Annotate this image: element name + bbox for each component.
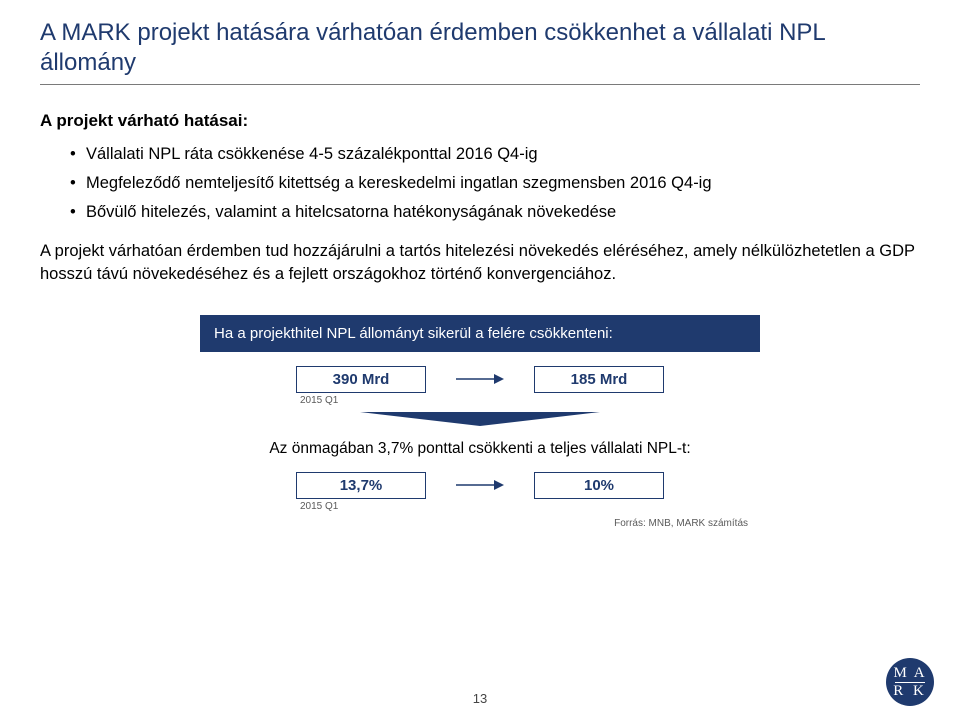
- sub-label-right: [534, 395, 664, 406]
- callout-midline: Az önmagában 3,7% ponttal csökkenti a te…: [200, 440, 760, 458]
- wedge-down-icon: [360, 412, 600, 426]
- title-divider: [40, 84, 920, 85]
- bullet-list: Vállalati NPL ráta csökkenése 4-5 százal…: [70, 143, 920, 224]
- logo-text-top: M A: [893, 667, 926, 680]
- body-paragraph: A projekt várhatóan érdemben tud hozzájá…: [40, 240, 920, 285]
- callout-top-subrow: 2015 Q1: [200, 395, 760, 406]
- page-number: 13: [473, 691, 487, 706]
- list-item: Vállalati NPL ráta csökkenése 4-5 százal…: [70, 143, 920, 166]
- callout-bottom-subrow: 2015 Q1: [200, 501, 760, 512]
- value-box-right: 10%: [534, 472, 664, 499]
- callout-box: Ha a projekthitel NPL állományt sikerül …: [200, 315, 760, 537]
- list-item: Bővülő hitelezés, valamint a hitelcsator…: [70, 201, 920, 224]
- sub-label-right: [534, 501, 664, 512]
- callout-top-row: 390 Mrd 185 Mrd: [200, 366, 760, 393]
- page-title: A MARK projekt hatására várhatóan érdemb…: [40, 18, 920, 78]
- callout-body: 390 Mrd 185 Mrd 2015 Q1 Az önmagában 3,7…: [200, 352, 760, 537]
- list-item: Megfeleződő nemteljesítő kitettség a ker…: [70, 172, 920, 195]
- callout-bottom-row: 13,7% 10%: [200, 472, 760, 499]
- value-box-right: 185 Mrd: [534, 366, 664, 393]
- sub-label-left: 2015 Q1: [296, 395, 426, 406]
- arrow-right-icon: [456, 478, 504, 492]
- source-label: Forrás: MNB, MARK számítás: [200, 518, 760, 529]
- value-box-left: 13,7%: [296, 472, 426, 499]
- value-box-left: 390 Mrd: [296, 366, 426, 393]
- intro-heading: A projekt várható hatásai:: [40, 111, 920, 131]
- brand-logo: M A R K: [886, 658, 934, 706]
- callout-header: Ha a projekthitel NPL állományt sikerül …: [200, 315, 760, 352]
- logo-circle-icon: M A R K: [886, 658, 934, 706]
- arrow-right-icon: [456, 372, 504, 386]
- logo-text-bottom: R K: [893, 685, 927, 698]
- wedge-divider: [200, 412, 760, 426]
- sub-label-left: 2015 Q1: [296, 501, 426, 512]
